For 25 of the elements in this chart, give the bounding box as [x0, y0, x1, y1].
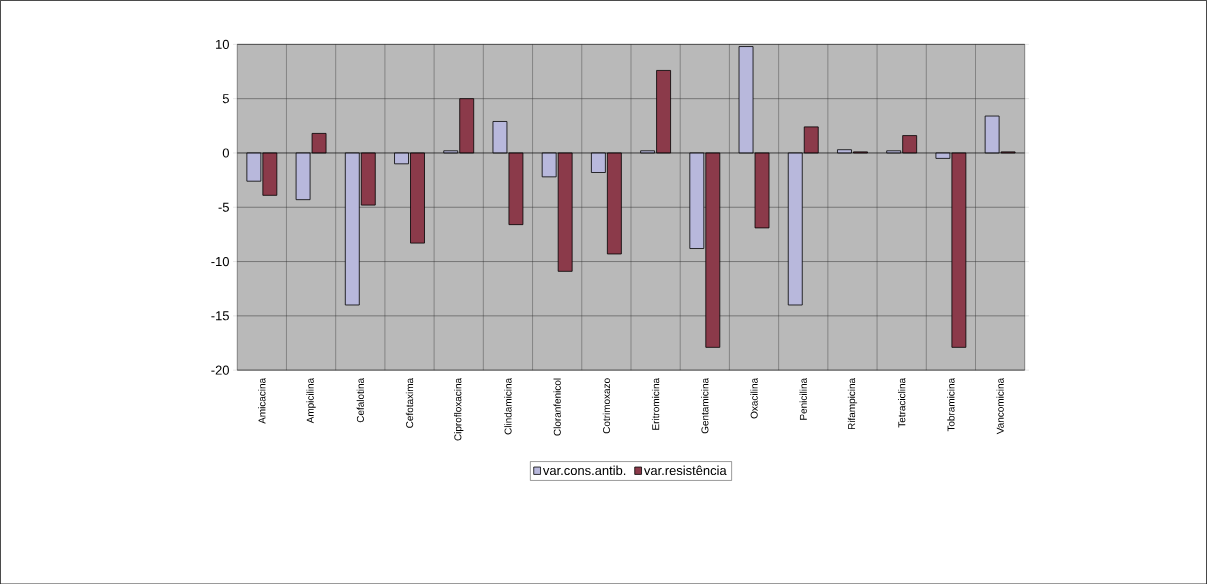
x-tick-label: Cotrimoxazo [602, 378, 611, 434]
x-tick-label: Gentamicina [701, 377, 709, 434]
y-tick-label: 5 [222, 93, 229, 103]
legend-label: var.resistência [643, 465, 727, 475]
x-tick-label: Amicacina [258, 377, 266, 424]
x-tick-label: Tetraciclina [898, 377, 906, 428]
x-tick-label: Vancomicina [996, 377, 1004, 434]
x-tick-label: Clindamicina [504, 377, 512, 435]
x-tick-label: Ciprofloxacina [454, 377, 464, 441]
x-tick-label: Tobramicina [947, 377, 955, 432]
x-tick-label: Eritromicina [651, 377, 660, 430]
y-tick-label: -10 [211, 256, 229, 266]
x-tick-label: Rifampicina [847, 377, 858, 429]
x-tick-label: Cefotaxima [405, 377, 414, 428]
y-tick-label: -20 [211, 365, 229, 375]
y-tick-label: 0 [222, 148, 229, 158]
legend-label: var.cons.antib. [542, 465, 626, 475]
x-tick-label: Cefalotina [356, 377, 364, 423]
y-tick-label: 10 [216, 39, 229, 49]
x-tick-label: Penicilina [799, 377, 807, 420]
y-tick-label: -5 [218, 202, 229, 212]
y-tick-label: -15 [211, 311, 229, 321]
x-tick-label: Ampicilina [306, 377, 316, 424]
x-tick-label: Cloranfenicol [553, 378, 561, 436]
x-tick-label: Oxacilina [750, 377, 758, 419]
